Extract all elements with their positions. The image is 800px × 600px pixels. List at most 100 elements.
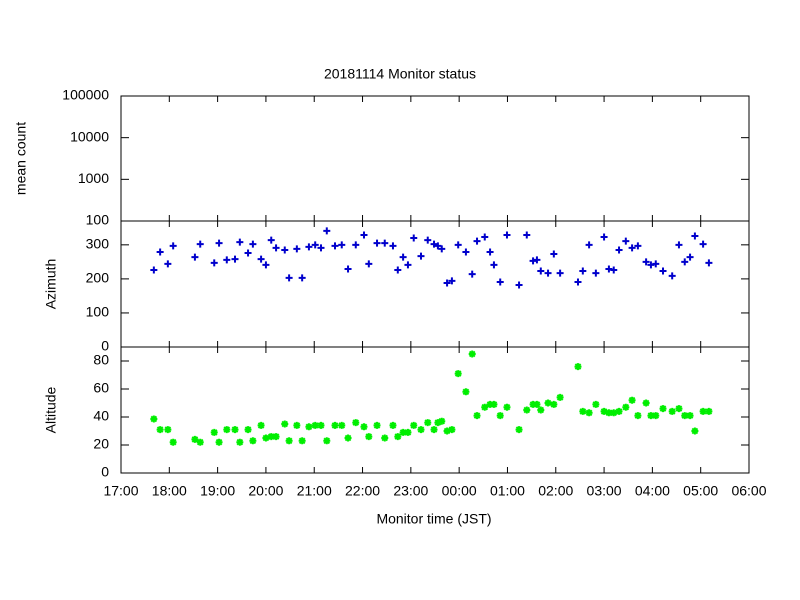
data-point	[515, 426, 523, 434]
data-point	[430, 240, 438, 248]
data-point	[249, 240, 257, 248]
data-point	[537, 406, 545, 414]
data-point	[399, 253, 407, 261]
data-point	[681, 412, 689, 420]
data-point	[381, 434, 389, 442]
y-tick-label: 300	[86, 236, 110, 252]
data-point	[556, 269, 564, 277]
data-point	[244, 426, 252, 434]
y-tick-label: 0	[101, 464, 109, 480]
data-point	[496, 278, 504, 286]
data-point	[262, 434, 270, 442]
x-tick-label: 22:00	[345, 483, 380, 499]
data-point	[443, 279, 451, 287]
data-point	[410, 421, 418, 429]
data-point	[681, 258, 689, 266]
x-tick-label: 18:00	[152, 483, 187, 499]
data-point	[550, 250, 558, 258]
data-point	[574, 278, 582, 286]
data-point	[544, 399, 552, 407]
x-tick-label: 04:00	[635, 483, 670, 499]
data-point	[605, 409, 613, 417]
y-tick-label: 60	[93, 380, 109, 396]
x-tick-label: 03:00	[587, 483, 622, 499]
data-point	[394, 433, 402, 441]
data-point	[338, 421, 346, 429]
data-point	[404, 261, 412, 269]
data-point	[634, 412, 642, 420]
data-point	[622, 403, 630, 411]
data-point	[215, 239, 223, 247]
x-axis-label: Monitor time (JST)	[376, 511, 491, 527]
data-point	[298, 437, 306, 445]
data-point	[537, 267, 545, 275]
data-point	[236, 238, 244, 246]
data-point	[448, 426, 456, 434]
data-point	[652, 260, 660, 268]
data-point	[257, 421, 265, 429]
data-point	[628, 396, 636, 404]
data-point	[659, 405, 667, 413]
data-point	[169, 438, 177, 446]
data-point	[389, 421, 397, 429]
data-point	[417, 426, 425, 434]
data-point	[215, 438, 223, 446]
data-point	[533, 256, 541, 264]
data-point	[267, 433, 275, 441]
data-point	[293, 421, 301, 429]
data-point	[496, 412, 504, 420]
data-point	[244, 249, 252, 257]
y-axis-label: Altitude	[43, 386, 59, 433]
data-point	[705, 259, 713, 267]
data-point	[668, 272, 676, 280]
data-point	[634, 242, 642, 250]
x-tick-label: 01:00	[490, 483, 525, 499]
data-point	[668, 407, 676, 415]
data-point	[394, 266, 402, 274]
data-point	[223, 256, 231, 264]
y-axis-label: mean count	[13, 122, 29, 195]
data-point	[191, 253, 199, 261]
data-point	[523, 406, 531, 414]
data-point	[236, 438, 244, 446]
data-point	[373, 421, 381, 429]
data-point	[196, 438, 204, 446]
data-point	[373, 239, 381, 247]
data-point	[699, 240, 707, 248]
data-point	[462, 388, 470, 396]
data-point	[473, 237, 481, 245]
data-point	[579, 267, 587, 275]
data-point	[585, 409, 593, 417]
data-point	[210, 428, 218, 436]
data-point	[417, 252, 425, 260]
data-point	[249, 437, 257, 445]
data-point	[473, 412, 481, 420]
data-point	[257, 255, 265, 263]
data-point	[647, 261, 655, 269]
y-tick-label: 100	[86, 304, 110, 320]
data-point	[652, 412, 660, 420]
data-point	[585, 241, 593, 249]
data-point	[579, 407, 587, 415]
data-point	[352, 241, 360, 249]
data-point	[430, 426, 438, 434]
x-tick-label: 23:00	[393, 483, 428, 499]
data-point	[424, 236, 432, 244]
data-point	[642, 258, 650, 266]
data-point	[210, 259, 218, 267]
data-point	[490, 400, 498, 408]
x-tick-label: 20:00	[248, 483, 283, 499]
data-point	[523, 231, 531, 239]
data-point	[675, 405, 683, 413]
data-point	[529, 257, 537, 265]
data-point	[389, 242, 397, 250]
data-point	[592, 269, 600, 277]
data-point	[574, 363, 582, 371]
y-tick-label: 10000	[70, 128, 109, 144]
y-tick-label: 20	[93, 436, 109, 452]
data-point	[262, 261, 270, 269]
data-point	[331, 421, 339, 429]
